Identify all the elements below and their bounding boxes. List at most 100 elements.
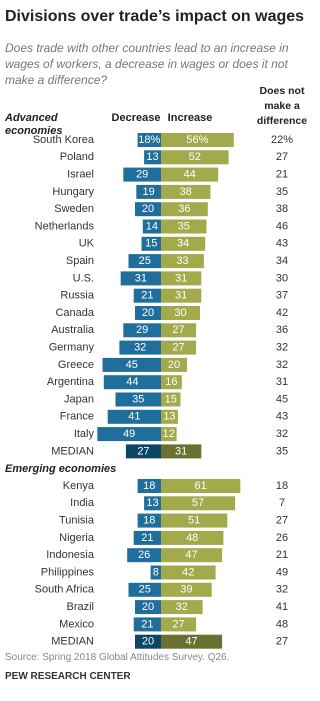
value-label: 13 — [163, 411, 175, 423]
table-value: 34 — [276, 255, 288, 267]
bar-increase — [161, 392, 181, 407]
category-label: South Africa — [35, 584, 95, 596]
table-value: 32 — [276, 584, 288, 596]
bar-increase — [161, 565, 216, 580]
bar-increase — [161, 444, 202, 459]
bar-decrease — [137, 479, 161, 493]
bar-decrease — [103, 375, 161, 390]
table-value: 38 — [276, 203, 288, 215]
table-value: 43 — [276, 238, 288, 250]
category-label: Germany — [49, 342, 95, 354]
value-label: 29 — [136, 169, 148, 181]
bar-decrease — [128, 254, 161, 269]
value-label: 32 — [176, 601, 188, 613]
table-value: 45 — [276, 393, 288, 405]
value-label: 18% — [138, 134, 160, 146]
bar-increase — [161, 133, 234, 147]
bar-decrease — [97, 427, 161, 442]
bar-decrease — [137, 513, 161, 528]
table-value: 42 — [276, 307, 288, 319]
value-label: 49 — [123, 428, 135, 440]
bar-increase — [161, 530, 224, 545]
bar-increase — [161, 548, 223, 563]
value-label: 13 — [146, 151, 158, 163]
bar-increase — [161, 167, 219, 182]
value-label: 15 — [165, 393, 177, 405]
category-label: MEDIAN — [51, 445, 94, 457]
table-value: 18 — [276, 480, 288, 492]
bar-increase — [161, 634, 223, 649]
table-value: 35 — [276, 445, 288, 457]
table-value: 27 — [276, 151, 288, 163]
bar-decrease — [133, 617, 161, 632]
column-header: Increase — [168, 112, 213, 124]
bar-decrease — [133, 530, 161, 545]
category-label: Netherlands — [35, 220, 95, 232]
table-value: 48 — [276, 618, 288, 630]
value-label: 31 — [175, 290, 187, 302]
table-value: 21 — [276, 169, 288, 181]
value-label: 25 — [139, 584, 151, 596]
value-label: 35 — [132, 393, 144, 405]
bar-increase — [161, 271, 202, 286]
value-label: 18 — [143, 515, 155, 527]
table-value: 32 — [276, 342, 288, 354]
bar-decrease — [107, 409, 161, 424]
value-label: 47 — [185, 549, 197, 561]
bar-increase — [161, 323, 197, 338]
category-label: Argentina — [47, 376, 95, 388]
table-value: 36 — [276, 324, 288, 336]
bar-decrease — [135, 634, 161, 649]
credit: PEW RESEARCH CENTER — [5, 671, 131, 682]
group-header: Emerging economies — [5, 463, 117, 475]
value-label: 20 — [142, 601, 154, 613]
bar-increase — [161, 513, 228, 528]
category-label: Spain — [66, 255, 94, 267]
value-label: 61 — [195, 480, 207, 492]
bar-decrease — [128, 582, 161, 597]
table-value: 30 — [276, 272, 288, 284]
value-label: 34 — [177, 238, 189, 250]
bar-increase — [161, 479, 241, 493]
bar-increase — [161, 306, 200, 320]
category-label: Mexico — [59, 618, 94, 630]
table-value: 37 — [276, 290, 288, 302]
value-label: 31 — [175, 445, 187, 457]
table-value: 26 — [276, 532, 288, 544]
bar-decrease — [142, 219, 161, 234]
category-label: France — [60, 411, 94, 423]
value-label: 14 — [146, 220, 158, 232]
source-note: Source: Spring 2018 Global Attitudes Sur… — [5, 652, 230, 663]
bar-decrease — [150, 565, 161, 580]
bar-decrease — [133, 288, 161, 303]
bar-decrease — [135, 600, 161, 615]
value-label: 20 — [142, 307, 154, 319]
value-label: 13 — [146, 497, 158, 509]
table-value: 7 — [279, 497, 285, 509]
value-label: 35 — [178, 220, 190, 232]
category-label: Japan — [64, 393, 94, 405]
category-label: U.S. — [73, 272, 94, 284]
category-label: Australia — [51, 324, 95, 336]
category-label: Brazil — [66, 601, 94, 613]
value-label: 41 — [128, 411, 140, 423]
value-label: 36 — [178, 203, 190, 215]
value-label: 18 — [143, 480, 155, 492]
bar-decrease — [135, 306, 161, 320]
value-label: 48 — [186, 532, 198, 544]
table-value: 46 — [276, 220, 288, 232]
bar-increase — [161, 409, 178, 424]
category-label: Poland — [60, 151, 94, 163]
bar-decrease — [144, 150, 161, 165]
bar-increase — [161, 340, 197, 355]
bar-increase — [161, 582, 212, 597]
category-label: UK — [79, 238, 95, 250]
value-label: 31 — [135, 272, 147, 284]
bar-increase — [161, 254, 204, 269]
category-label: Nigeria — [59, 532, 95, 544]
bar-increase — [161, 236, 206, 251]
table-value: 35 — [276, 186, 288, 198]
value-label: 27 — [172, 618, 184, 630]
category-label: India — [70, 497, 95, 509]
value-label: 30 — [174, 307, 186, 319]
